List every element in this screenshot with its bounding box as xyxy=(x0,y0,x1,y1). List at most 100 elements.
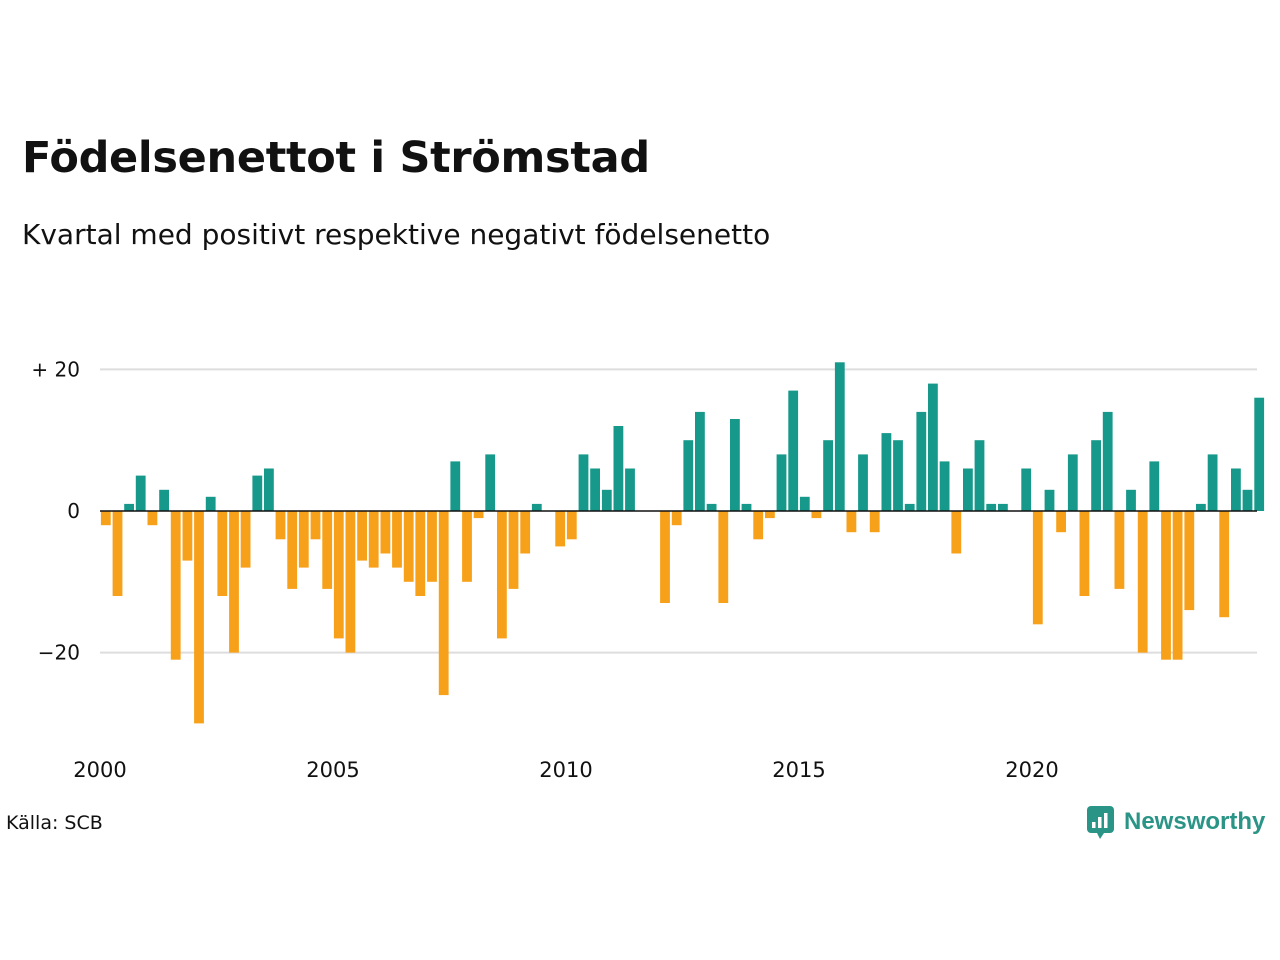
y-tick-label: −20 xyxy=(38,641,80,665)
bar xyxy=(671,511,682,526)
x-tick-label: 2015 xyxy=(772,758,825,782)
bar xyxy=(1254,397,1265,511)
bar xyxy=(333,511,344,639)
bar xyxy=(1161,511,1171,660)
bar xyxy=(1102,411,1113,511)
bar xyxy=(322,511,333,589)
bar xyxy=(497,511,507,639)
bar xyxy=(823,440,833,511)
bar xyxy=(869,511,880,533)
bar xyxy=(485,454,496,511)
bar xyxy=(578,454,589,511)
bar xyxy=(112,511,123,596)
bar xyxy=(1021,468,1032,511)
axis-labels: + 20 0 −20 2000 2005 2010 2015 2020 xyxy=(31,357,1257,782)
bar xyxy=(298,511,309,568)
bar xyxy=(182,511,193,561)
bar xyxy=(718,511,729,603)
brand-name: Newsworthy xyxy=(1124,808,1266,835)
bar xyxy=(100,511,111,526)
bar xyxy=(287,511,298,589)
bar-chart: + 20 0 −20 2000 2005 2010 2015 2020 xyxy=(31,357,1265,782)
bar xyxy=(986,503,997,511)
bar xyxy=(205,496,216,511)
bar xyxy=(998,503,1008,511)
bar xyxy=(520,511,531,554)
bar xyxy=(252,475,263,511)
chart-subtitle: Kvartal med positivt respektive negativt… xyxy=(22,218,771,251)
bar xyxy=(508,511,519,589)
x-tick-label: 2005 xyxy=(306,758,359,782)
bar xyxy=(788,390,799,511)
bar xyxy=(765,511,775,519)
bar xyxy=(904,503,915,511)
bar xyxy=(159,489,169,511)
bar xyxy=(916,411,927,511)
bar xyxy=(1196,503,1206,511)
bar xyxy=(275,511,286,540)
x-tick-label: 2000 xyxy=(73,758,126,782)
brand-logo: Newsworthy xyxy=(1086,804,1265,840)
bar xyxy=(881,433,892,511)
bar xyxy=(951,511,962,554)
bar xyxy=(1114,511,1125,589)
bar xyxy=(974,440,985,511)
bar xyxy=(170,511,181,660)
bar xyxy=(380,511,391,554)
bar xyxy=(601,489,612,511)
bar xyxy=(217,511,228,596)
bars xyxy=(100,362,1265,724)
source-note: Källa: SCB xyxy=(6,812,103,834)
bar xyxy=(730,419,740,511)
bar xyxy=(753,511,764,540)
bar xyxy=(310,511,321,540)
bar xyxy=(1032,511,1043,625)
bar xyxy=(473,511,484,519)
bar xyxy=(928,383,938,511)
bar xyxy=(625,468,635,511)
bar xyxy=(1219,511,1230,618)
bar xyxy=(811,511,822,519)
bar xyxy=(531,503,542,511)
bar xyxy=(555,511,566,547)
bar xyxy=(1067,454,1078,511)
bar xyxy=(1184,511,1195,611)
bar xyxy=(695,411,705,511)
bar xyxy=(392,511,402,568)
bar xyxy=(403,511,414,582)
bar xyxy=(1207,454,1218,511)
bar xyxy=(438,511,449,696)
bar xyxy=(939,461,950,511)
bar xyxy=(124,503,134,511)
bar xyxy=(147,511,158,526)
bar xyxy=(834,362,845,511)
x-tick-label: 2010 xyxy=(539,758,592,782)
bar xyxy=(450,461,461,511)
bar xyxy=(963,468,973,511)
bar xyxy=(1137,511,1148,653)
bar xyxy=(240,511,251,568)
bar xyxy=(1079,511,1090,596)
bar xyxy=(1149,461,1160,511)
y-tick-label: + 20 xyxy=(31,357,80,381)
bar xyxy=(1172,511,1183,660)
bar xyxy=(415,511,426,596)
bar xyxy=(427,511,437,582)
bar xyxy=(660,511,670,603)
bar xyxy=(229,511,239,653)
bar xyxy=(799,496,810,511)
bar xyxy=(1056,511,1066,533)
bar xyxy=(357,511,367,561)
bar xyxy=(264,468,274,511)
bar xyxy=(858,454,868,511)
bar xyxy=(135,475,146,511)
bar xyxy=(566,511,577,540)
bar xyxy=(345,511,356,653)
bar xyxy=(368,511,379,568)
bar xyxy=(683,440,694,511)
bar xyxy=(846,511,857,533)
bar xyxy=(1242,489,1253,511)
bar xyxy=(462,511,472,582)
bar xyxy=(893,440,903,511)
newsworthy-logo-icon xyxy=(1087,806,1114,839)
